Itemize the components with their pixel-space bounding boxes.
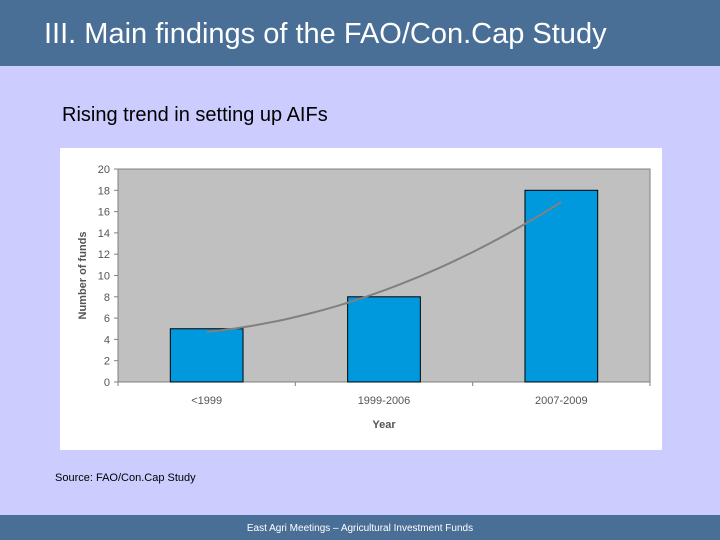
trendline — [206, 201, 562, 333]
y-tick-label: 4 — [104, 334, 110, 346]
bar-1 — [169, 328, 244, 383]
slide-footer: East Agri Meetings – Agricultural Invest… — [0, 515, 720, 540]
footer-text: East Agri Meetings – Agricultural Invest… — [246, 523, 474, 534]
x-axis-title: Year — [372, 419, 396, 431]
y-tick-label: 20 — [98, 164, 110, 176]
y-tick-label: 10 — [98, 271, 110, 283]
x-tick-label: 2007-2009 — [535, 395, 588, 407]
y-tick-label: 14 — [98, 228, 110, 240]
y-axis-title: Number of funds — [77, 232, 89, 320]
chart-panel: 0 2 4 6 8 10 12 14 16 18 20 <1999 1999-2006 2007-2009… — [60, 148, 662, 450]
slide-title: III. Main findings of the FAO/Con.Cap St… — [44, 18, 607, 50]
slide-header: III. Main findings of the FAO/Con.Cap St… — [0, 0, 720, 66]
y-tick-label: 6 — [104, 313, 110, 325]
y-tick-label: 0 — [104, 377, 110, 389]
y-tick-label: 2 — [104, 356, 110, 368]
y-tick-label: 18 — [98, 185, 110, 197]
y-tick-label: 8 — [104, 292, 110, 304]
slide-subtitle: Rising trend in setting up AIFs — [62, 104, 328, 126]
x-tick-label: <1999 — [191, 395, 222, 407]
bar-3 — [524, 189, 599, 383]
bar-chart: 0 2 4 6 8 10 12 14 16 18 20 <1999 1999-2006 2007-2009… — [77, 164, 651, 431]
y-tick-label: 16 — [98, 207, 110, 219]
x-tick-label: 1999-2006 — [358, 395, 411, 407]
source-note: Source: FAO/Con.Cap Study — [55, 472, 196, 484]
bar-2 — [347, 296, 421, 383]
y-tick-label: 12 — [98, 249, 110, 261]
